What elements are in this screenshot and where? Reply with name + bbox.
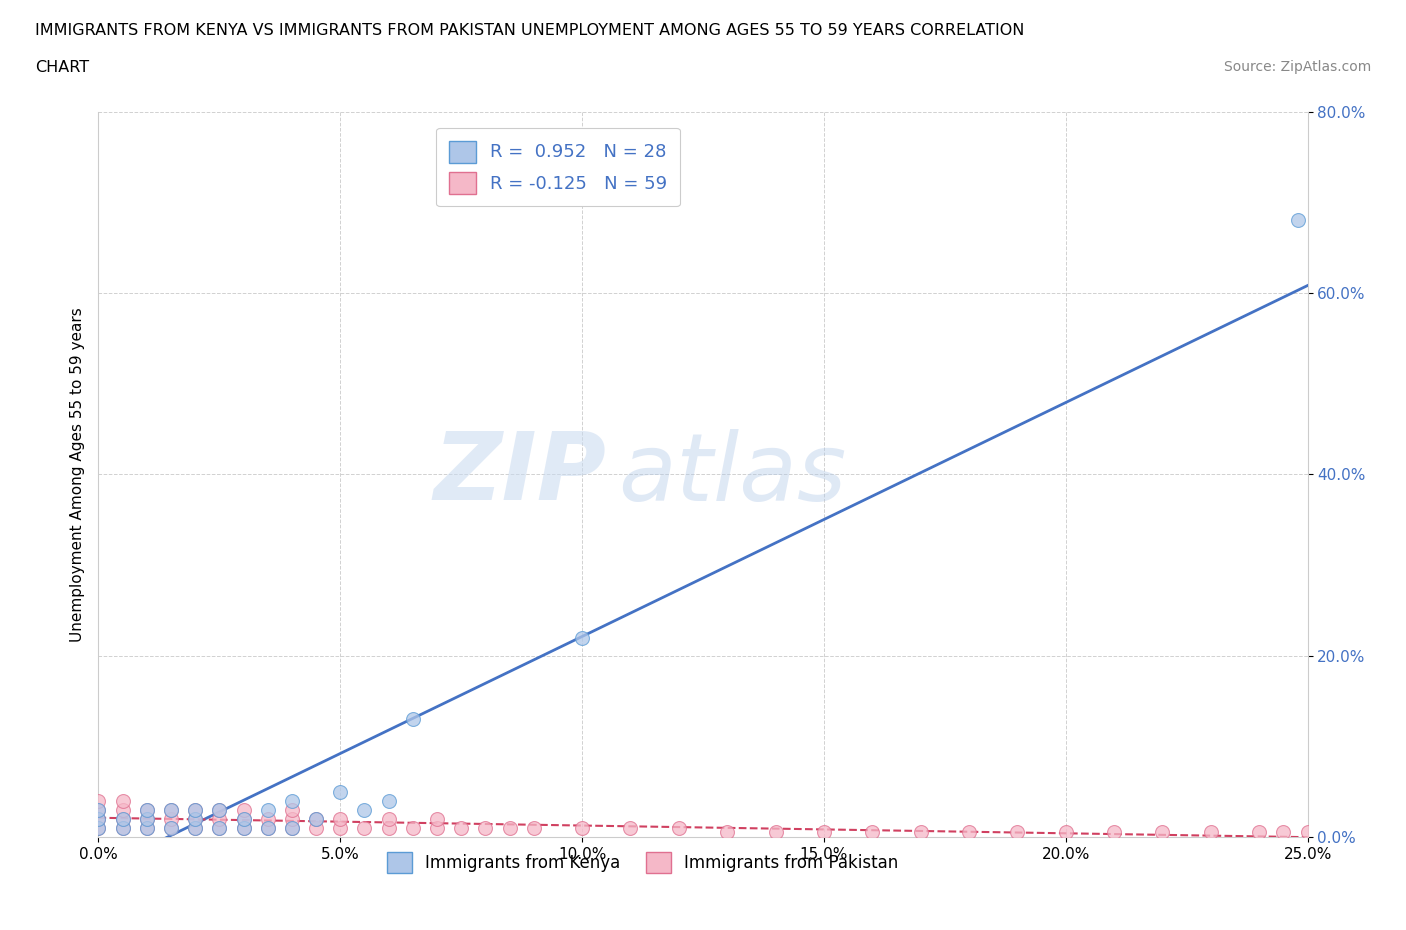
Point <box>377 811 399 827</box>
Point <box>281 793 304 808</box>
Point <box>426 820 449 835</box>
Point <box>160 811 183 827</box>
Point <box>1296 825 1319 840</box>
Point <box>232 811 254 827</box>
Point <box>87 793 110 808</box>
Point <box>523 820 546 835</box>
Point <box>450 820 472 835</box>
Point <box>111 793 134 808</box>
Point <box>571 631 593 645</box>
Point <box>668 820 690 835</box>
Y-axis label: Unemployment Among Ages 55 to 59 years: Unemployment Among Ages 55 to 59 years <box>69 307 84 642</box>
Point <box>402 820 425 835</box>
Point <box>135 803 157 817</box>
Point <box>184 820 207 835</box>
Point <box>619 820 641 835</box>
Point <box>329 820 352 835</box>
Point <box>571 820 593 835</box>
Point <box>353 820 375 835</box>
Point <box>377 793 399 808</box>
Point <box>160 803 183 817</box>
Point <box>256 803 278 817</box>
Point <box>111 820 134 835</box>
Point <box>160 820 183 835</box>
Point <box>135 803 157 817</box>
Point <box>1054 825 1077 840</box>
Point <box>87 820 110 835</box>
Point <box>111 820 134 835</box>
Point <box>87 811 110 827</box>
Point <box>474 820 496 835</box>
Text: Source: ZipAtlas.com: Source: ZipAtlas.com <box>1223 60 1371 74</box>
Text: ZIP: ZIP <box>433 429 606 520</box>
Point <box>860 825 883 840</box>
Point <box>305 820 328 835</box>
Text: atlas: atlas <box>619 429 846 520</box>
Point <box>111 803 134 817</box>
Point <box>87 803 110 817</box>
Point <box>160 820 183 835</box>
Point <box>765 825 787 840</box>
Point <box>426 811 449 827</box>
Point <box>208 820 231 835</box>
Point <box>1152 825 1174 840</box>
Point <box>135 811 157 827</box>
Point <box>256 820 278 835</box>
Text: IMMIGRANTS FROM KENYA VS IMMIGRANTS FROM PAKISTAN UNEMPLOYMENT AMONG AGES 55 TO : IMMIGRANTS FROM KENYA VS IMMIGRANTS FROM… <box>35 23 1025 38</box>
Point <box>305 811 328 827</box>
Point <box>208 803 231 817</box>
Point <box>208 811 231 827</box>
Point <box>281 803 304 817</box>
Point <box>184 811 207 827</box>
Point <box>813 825 835 840</box>
Point <box>1286 213 1309 228</box>
Point <box>1199 825 1222 840</box>
Legend: Immigrants from Kenya, Immigrants from Pakistan: Immigrants from Kenya, Immigrants from P… <box>380 845 905 880</box>
Point <box>135 811 157 827</box>
Point <box>281 820 304 835</box>
Point <box>305 811 328 827</box>
Point <box>111 811 134 827</box>
Point <box>232 811 254 827</box>
Point <box>135 820 157 835</box>
Point <box>111 811 134 827</box>
Point <box>256 811 278 827</box>
Point <box>329 811 352 827</box>
Point <box>910 825 932 840</box>
Point <box>184 803 207 817</box>
Point <box>208 820 231 835</box>
Point <box>1249 825 1271 840</box>
Point <box>1272 825 1295 840</box>
Point <box>281 811 304 827</box>
Point <box>1102 825 1125 840</box>
Point <box>160 803 183 817</box>
Point <box>232 803 254 817</box>
Point <box>232 820 254 835</box>
Text: CHART: CHART <box>35 60 89 75</box>
Point <box>208 803 231 817</box>
Point <box>329 784 352 799</box>
Point <box>377 820 399 835</box>
Point <box>87 803 110 817</box>
Point <box>135 820 157 835</box>
Point <box>184 820 207 835</box>
Point <box>402 711 425 726</box>
Point <box>1007 825 1029 840</box>
Point <box>184 803 207 817</box>
Point <box>87 811 110 827</box>
Point <box>353 803 375 817</box>
Point <box>256 820 278 835</box>
Point <box>957 825 980 840</box>
Point <box>232 820 254 835</box>
Point <box>184 811 207 827</box>
Point <box>716 825 738 840</box>
Point <box>281 820 304 835</box>
Point <box>87 820 110 835</box>
Point <box>498 820 520 835</box>
